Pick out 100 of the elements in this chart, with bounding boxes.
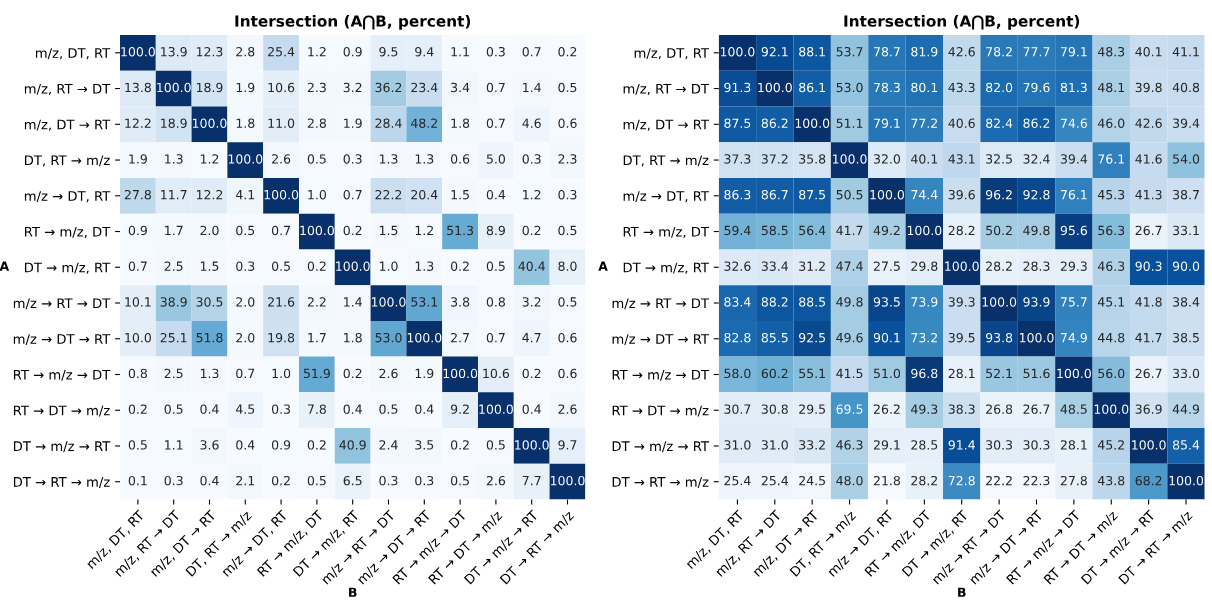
y-tick-label: RT → m/z, DT	[623, 226, 710, 239]
data-label: 78.7	[874, 46, 900, 57]
data-label: 78.2	[986, 46, 1012, 57]
data-label: 1.1	[165, 440, 183, 450]
data-label: 100.0	[371, 297, 406, 307]
data-label: 7.7	[522, 476, 541, 486]
data-label: 1.1	[451, 47, 469, 57]
x-axis-title: B	[349, 587, 357, 597]
data-label: 30.5	[196, 297, 223, 307]
data-label: 100.0	[945, 261, 979, 271]
data-label: 0.7	[486, 118, 505, 128]
data-label: 30.7	[724, 404, 751, 414]
data-label: 0.5	[164, 404, 183, 414]
data-label: 18.9	[161, 118, 187, 128]
data-label: 41.6	[1135, 154, 1162, 164]
data-label: 0.5	[271, 261, 290, 271]
data-label: 44.8	[1097, 332, 1125, 343]
data-label: 92.5	[799, 332, 825, 343]
data-label: 26.2	[873, 404, 900, 414]
data-label: 23.4	[411, 82, 438, 93]
data-label: 100.0	[1094, 404, 1129, 414]
data-label: 88.1	[799, 46, 825, 57]
data-label: 82.0	[986, 82, 1013, 93]
y-axis-title: A	[0, 261, 10, 271]
data-label: 1.9	[236, 82, 255, 93]
data-label: 39.8	[1135, 82, 1162, 93]
data-label: 31.0	[724, 440, 751, 450]
data-label: 0.1	[128, 475, 147, 486]
data-label: 0.7	[486, 82, 505, 93]
data-label: 51.9	[303, 368, 330, 379]
data-label: 26.7	[1135, 368, 1162, 379]
data-label: 1.2	[308, 46, 326, 57]
data-label: 28.2	[911, 475, 937, 486]
data-label: 100.0	[758, 82, 792, 93]
data-label: 68.2	[1135, 475, 1162, 486]
data-label: 38.9	[160, 297, 187, 307]
data-label: 29.1	[873, 440, 900, 450]
data-label: 45.3	[1097, 189, 1125, 200]
data-label: 100.0	[336, 261, 370, 271]
data-label: 1.4	[344, 297, 362, 307]
data-label: 46.3	[836, 440, 863, 450]
data-label: 42.6	[948, 46, 975, 57]
data-label: 19.8	[268, 332, 295, 343]
data-label: 49.2	[873, 225, 900, 236]
data-label: 2.5	[164, 368, 183, 379]
data-label: 100.0	[479, 404, 513, 414]
data-label: 45.2	[1097, 440, 1124, 450]
data-label: 88.2	[761, 297, 788, 307]
data-label: 1.7	[165, 225, 183, 235]
data-label: 56.0	[1098, 368, 1125, 379]
data-label: 2.6	[272, 154, 291, 164]
data-label: 37.2	[761, 154, 788, 164]
data-label: 0.5	[558, 297, 577, 307]
data-label: 78.3	[874, 82, 900, 93]
data-label: 2.6	[558, 404, 577, 414]
data-label: 25.1	[160, 332, 187, 343]
data-label: 100.0	[795, 118, 830, 128]
data-label: 27.8	[1060, 475, 1087, 486]
data-label: 9.4	[415, 46, 434, 57]
data-label: 2.4	[379, 440, 398, 450]
data-label: 100.0	[833, 154, 867, 164]
y-tick-label: DT, RT → m/z	[623, 155, 709, 167]
data-label: 1.9	[344, 118, 362, 128]
data-label: 96.8	[911, 368, 938, 379]
y-tick-label: RT → m/z → DT	[612, 369, 710, 381]
data-label: 0.3	[486, 46, 505, 57]
data-label: 0.7	[343, 189, 362, 200]
data-label: 3.8	[451, 297, 470, 307]
data-label: 0.5	[128, 440, 147, 450]
data-label: 29.3	[1060, 261, 1087, 271]
data-label: 22.2	[375, 189, 402, 200]
data-label: 13.9	[161, 46, 187, 57]
y-tick-label: m/z → RT → DT	[612, 298, 710, 310]
data-label: 0.3	[236, 261, 255, 271]
data-label: 2.5	[164, 261, 183, 271]
chart-title: Intersection (A⋂B, percent)	[844, 15, 1080, 30]
data-label: 1.3	[415, 154, 434, 164]
data-label: 1.9	[129, 154, 147, 164]
data-label: 73.2	[911, 332, 937, 343]
data-label: 49.3	[911, 404, 938, 414]
data-label: 36.2	[375, 82, 402, 93]
y-tick-label: m/z → DT, RT	[24, 191, 111, 203]
data-label: 29.8	[911, 261, 938, 271]
data-label: 2.6	[379, 368, 398, 379]
data-label: 79.1	[874, 118, 900, 128]
data-label: 1.5	[379, 225, 398, 236]
data-label: 27.8	[124, 189, 151, 200]
data-label: 20.4	[411, 189, 438, 200]
data-label: 0.3	[415, 475, 434, 486]
data-label: 40.8	[1172, 82, 1200, 93]
data-label: 0.2	[307, 440, 326, 450]
y-tick-label: RT → m/z → DT	[13, 369, 111, 381]
y-axis-title: A	[598, 261, 608, 271]
data-label: 100.0	[121, 46, 155, 57]
data-label: 33.2	[799, 440, 825, 450]
data-label: 100.0	[720, 46, 755, 57]
data-label: 48.3	[1097, 46, 1125, 57]
chart-title: Intersection (A⋂B, percent)	[235, 15, 471, 30]
data-label: 41.7	[836, 225, 863, 235]
data-label: 0.2	[522, 225, 541, 236]
